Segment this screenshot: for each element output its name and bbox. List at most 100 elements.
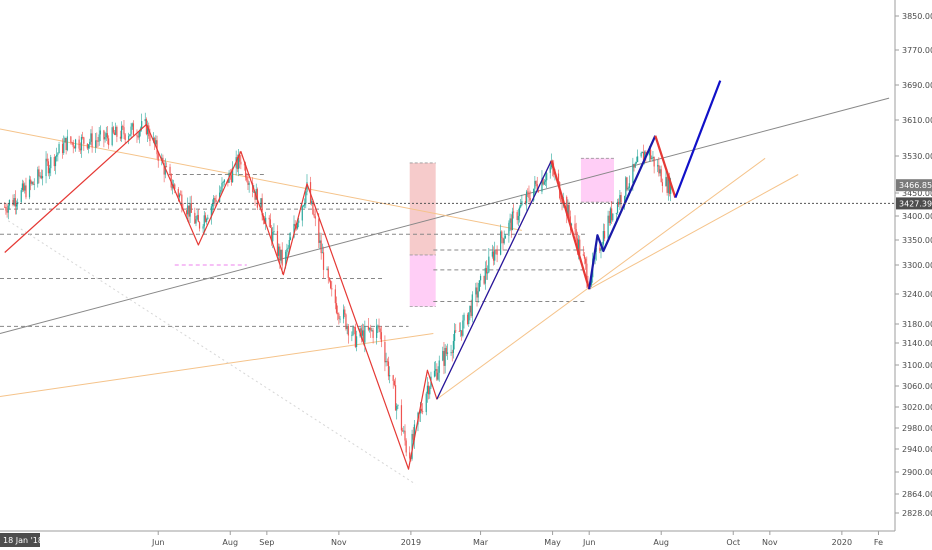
candle-body [122, 126, 124, 128]
candle-body [46, 158, 48, 162]
candle-body [344, 309, 346, 315]
candle-body [187, 205, 189, 215]
candle-body [397, 405, 399, 407]
candle-body [536, 183, 538, 191]
start-date-badge [0, 533, 40, 547]
candle-body [295, 226, 297, 229]
candle-body [15, 204, 18, 207]
candle-body [314, 216, 316, 219]
price-badge-label: 3466.85 [899, 181, 932, 190]
time-axis[interactable]: Jun Aug Sep Nov 2019 Mar May Jun Aug Oct Nov 2020 Fe… [0, 530, 895, 547]
candle-body [476, 287, 478, 298]
candle-body [611, 208, 613, 221]
candle-body [189, 203, 191, 217]
price-tick-label: 3400.00 [902, 212, 932, 221]
candle-body [608, 215, 610, 224]
candle-body [557, 173, 560, 183]
candle-body [96, 140, 98, 142]
candle-body [404, 430, 406, 441]
candle-body [65, 137, 67, 151]
blue-swing [588, 135, 657, 290]
trendline [588, 174, 799, 290]
candle-body [549, 167, 551, 173]
candle-body [537, 190, 540, 192]
candle-body [286, 248, 288, 252]
candle-body [496, 250, 498, 255]
candle-body [252, 183, 254, 193]
price-tick-label: 3450.00 [902, 189, 932, 198]
price-tick-label: 3690.00 [902, 81, 932, 90]
candle-body [321, 252, 323, 254]
candle-body [645, 151, 647, 156]
candle-body [78, 139, 80, 149]
price-tick-label: 2900.00 [902, 468, 932, 477]
candle-body [268, 217, 270, 220]
zone-box [580, 158, 614, 203]
time-tick-label: Aug [222, 538, 238, 547]
candle-body [206, 218, 208, 222]
candle-body [405, 440, 407, 453]
candle-body [103, 130, 105, 140]
candle-body [83, 137, 85, 144]
candle-body [376, 325, 378, 338]
horizontal-levels [0, 174, 587, 327]
candle-body [190, 203, 192, 213]
candle-body [157, 154, 159, 161]
candle-body [470, 305, 472, 316]
candle-body [174, 184, 176, 190]
candle-body [612, 213, 614, 221]
candle-body [503, 238, 505, 244]
candle-body [188, 205, 190, 217]
candle-body [105, 133, 107, 138]
price-tick-label: 3180.00 [902, 320, 932, 329]
candle-body [384, 342, 386, 363]
candle-body [574, 223, 576, 230]
candle-body [99, 130, 101, 135]
candle-body [619, 195, 621, 205]
candle-body [583, 255, 586, 259]
candle-body [223, 179, 225, 183]
candle-body [196, 215, 198, 220]
candle-body [265, 217, 267, 224]
candle-body [338, 314, 340, 319]
candle-body [625, 177, 627, 197]
candle-body [479, 275, 482, 281]
candle-body [576, 238, 578, 252]
candle-body [485, 268, 488, 274]
candle-body [458, 331, 460, 332]
candle-body [577, 239, 580, 252]
candle-body [582, 254, 584, 256]
candle-body [544, 180, 547, 182]
candle-body [642, 152, 645, 161]
candle-body [351, 334, 353, 336]
candle-body [513, 211, 515, 213]
candle-body [221, 182, 223, 191]
price-tick-label: 3060.00 [902, 382, 932, 391]
price-badge-label: 3427.39 [899, 199, 932, 208]
candle-body [411, 433, 413, 459]
trendline [436, 157, 766, 400]
candle-body [433, 370, 436, 377]
candle-body [86, 143, 88, 149]
candle-body [363, 330, 365, 343]
candle-body [298, 220, 300, 223]
candle-body [263, 220, 266, 224]
candle-body [666, 177, 668, 193]
candle-body [178, 194, 181, 198]
price-axis[interactable]: 2828.00 2864.00 2900.00 2940.00 2980.00 3020.… [894, 0, 932, 550]
candle-body [207, 217, 209, 219]
price-tick-label: 3850.00 [902, 12, 932, 21]
candle-body [39, 175, 41, 177]
candle-body [132, 123, 135, 136]
time-tick-label: Fe [874, 538, 883, 547]
candle-body [609, 208, 612, 224]
price-tick-label: 3350.00 [902, 236, 932, 245]
candle-body [339, 318, 341, 320]
candle-body [463, 314, 465, 321]
candle-body [653, 156, 655, 167]
candle-body [38, 169, 40, 177]
price-tick-label: 2940.00 [902, 445, 932, 454]
candle-body [211, 203, 214, 207]
candle-body [230, 175, 233, 183]
